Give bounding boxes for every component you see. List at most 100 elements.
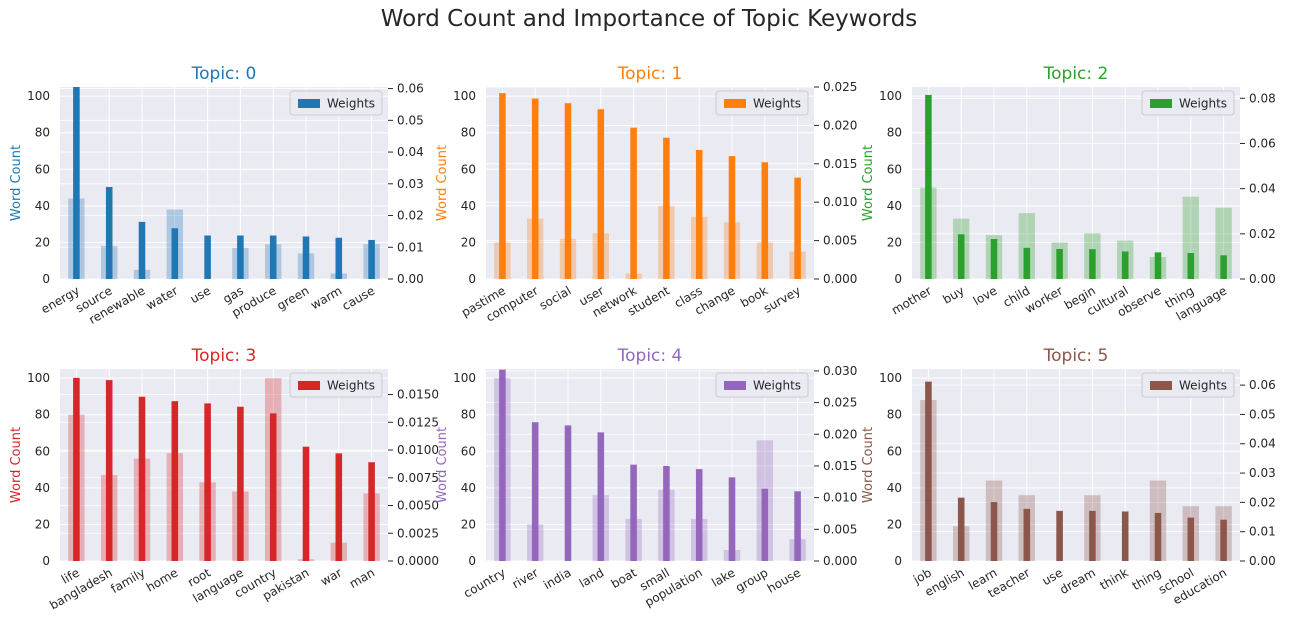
- subplot-topic-2: 0 20 40 60 80 100 0.00 0.02 0.04 0.06 0.08 mother bu…: [861, 64, 1276, 324]
- subplot-topic-0: 0 20 40 60 80 100 0.00 0.01 0.02 0.03 0.04 0.05 0.06…: [9, 64, 424, 327]
- left-tick-label: 60: [35, 444, 50, 458]
- right-tick-label: 0.03: [1249, 466, 1276, 480]
- left-tick-label: 80: [35, 126, 50, 140]
- right-tick-label: 0.02: [397, 209, 424, 223]
- subplot-topic-5: 0 20 40 60 80 100 0.00 0.01 0.02 0.03 0.04 0.05 0.06…: [861, 346, 1276, 607]
- left-tick-label: 40: [887, 199, 902, 213]
- weight-bar: [630, 127, 637, 279]
- category-label: mother: [889, 283, 934, 317]
- left-tick-label: 40: [35, 481, 50, 495]
- subplot-title: Topic: 2: [1043, 64, 1109, 84]
- subplot-title: Topic: 5: [1043, 346, 1109, 366]
- weight-bar: [728, 156, 736, 279]
- weight-bar: [1187, 253, 1195, 279]
- weight-bar: [138, 396, 146, 561]
- right-tick-label: 0.010: [823, 195, 857, 209]
- right-tick-label: 0.0000: [397, 554, 439, 568]
- subplot-topic-4: 0 20 40 60 80 100 0.000 0.005 0.010 0.015 0.020 0.0…: [435, 346, 857, 610]
- weight-bar: [1220, 519, 1227, 561]
- right-tick-label: 0.00: [397, 272, 424, 286]
- left-tick-label: 20: [887, 517, 902, 531]
- left-tick-label: 20: [887, 235, 902, 249]
- left-tick-label: 20: [35, 517, 50, 531]
- weight-bar: [171, 401, 179, 561]
- right-tick-label: 0.01: [397, 240, 424, 254]
- y-axis-label: Word Count: [861, 427, 876, 503]
- weight-bar: [564, 425, 572, 561]
- weight-bar: [1154, 252, 1162, 279]
- plot-area: [912, 369, 1240, 561]
- legend: Weights: [289, 90, 383, 116]
- legend-box: [1141, 372, 1235, 398]
- category-label: love: [971, 283, 1000, 308]
- weight-bar: [499, 369, 506, 561]
- right-tick-label: 0.01: [1249, 525, 1276, 539]
- y-axis-label: Word Count: [435, 145, 450, 221]
- weight-bar: [630, 464, 637, 561]
- weight-bar: [597, 109, 605, 279]
- right-tick-label: 0.005: [823, 234, 857, 248]
- category-label: cause: [340, 283, 377, 313]
- legend: Weights: [1141, 372, 1235, 398]
- y-axis-label: Word Count: [861, 145, 876, 221]
- legend-swatch: [724, 99, 746, 108]
- category-label: war: [318, 565, 344, 588]
- weight-bar: [794, 177, 801, 279]
- category-label: house: [765, 565, 803, 595]
- weight-bar: [1187, 517, 1195, 561]
- legend-label: Weights: [327, 97, 375, 111]
- right-tick-label: 0.03: [397, 177, 424, 191]
- left-tick-label: 80: [461, 408, 476, 422]
- right-tick-label: 0.00: [1249, 272, 1276, 286]
- category-label: country: [461, 565, 508, 600]
- weight-bar: [925, 381, 932, 561]
- left-tick-label: 100: [27, 89, 50, 103]
- legend-swatch: [298, 381, 320, 390]
- weight-bar: [1121, 251, 1129, 279]
- category-label: buy: [940, 283, 966, 306]
- legend-box: [715, 90, 809, 116]
- category-label: energy: [39, 283, 82, 316]
- y-axis-label: Word Count: [435, 427, 450, 503]
- right-tick-label: 0.015: [823, 157, 857, 171]
- left-tick-label: 60: [887, 444, 902, 458]
- left-tick-label: 100: [453, 89, 476, 103]
- right-tick-label: 0.0050: [397, 499, 439, 513]
- weight-bar: [237, 406, 244, 561]
- legend-swatch: [298, 99, 320, 108]
- weight-bar: [695, 469, 703, 561]
- weight-bar: [73, 377, 80, 561]
- weight-bar: [1089, 249, 1096, 279]
- weight-bar: [269, 413, 277, 561]
- category-label: bangladesh: [47, 565, 114, 612]
- category-label: think: [1098, 565, 1131, 592]
- subplot-title: Topic: 3: [191, 346, 257, 366]
- left-tick-label: 0: [42, 554, 50, 568]
- weight-bar: [1056, 248, 1063, 279]
- legend: Weights: [715, 90, 809, 116]
- right-tick-label: 0.04: [1249, 437, 1276, 451]
- category-label: man: [347, 565, 377, 590]
- weight-bar: [695, 149, 703, 279]
- legend-label: Weights: [1179, 97, 1227, 111]
- weight-bar: [368, 462, 375, 561]
- weight-bar: [1089, 510, 1096, 561]
- weight-bar: [499, 93, 506, 279]
- right-tick-label: 0.02: [1249, 227, 1276, 241]
- right-tick-label: 0.025: [823, 396, 857, 410]
- weight-bar: [663, 137, 670, 279]
- left-tick-label: 40: [461, 199, 476, 213]
- category-label: warm: [308, 283, 344, 312]
- left-tick-label: 80: [887, 126, 902, 140]
- weight-bar: [990, 239, 998, 279]
- weight-bar: [302, 446, 310, 561]
- left-tick-label: 20: [461, 235, 476, 249]
- weight-bar: [1154, 512, 1162, 561]
- weight-bar: [204, 235, 211, 279]
- weight-bar: [138, 221, 146, 279]
- left-tick-label: 20: [461, 517, 476, 531]
- category-label: worker: [1023, 283, 1066, 316]
- legend-label: Weights: [1179, 379, 1227, 393]
- category-label: water: [144, 283, 181, 312]
- plot-area: [486, 87, 814, 279]
